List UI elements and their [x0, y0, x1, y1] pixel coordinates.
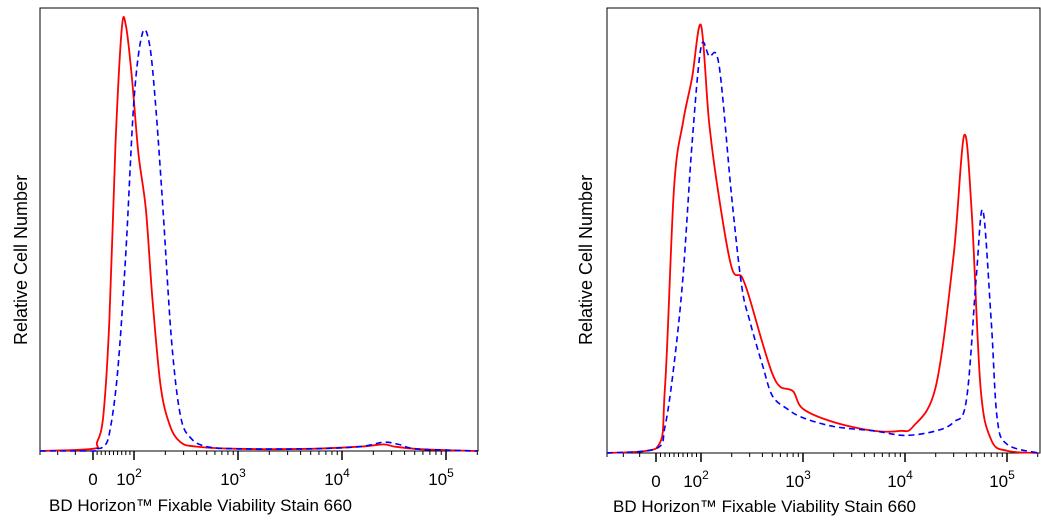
x-tick-label: 102 [116, 466, 142, 489]
x-axis-label: BD Horizon™ Fixable Viability Stain 660 [49, 496, 352, 515]
x-tick-label: 103 [220, 466, 246, 489]
chart-panel-left: 0 102 103 104 105 Relative Cell Number BD Ho… [0, 0, 520, 523]
x-tick-label: 0 [88, 470, 97, 489]
series-line-solid-red [39, 16, 478, 452]
x-tick-label: 104 [887, 468, 913, 491]
x-minor-ticks [606, 453, 1039, 457]
histogram-left: 0 102 103 104 105 [39, 7, 479, 489]
plot-frame [606, 7, 1041, 454]
x-tick-label: 105 [428, 466, 454, 489]
x-minor-ticks [39, 451, 478, 455]
x-tick-label: 105 [989, 468, 1015, 491]
y-axis-label: Relative Cell Number [576, 174, 596, 345]
series-line-dashed-blue [39, 28, 478, 452]
chart-panel-right: 0 102 103 104 105 Relative Cell Number BD Ho… [565, 0, 1041, 523]
x-tick-label: 104 [324, 466, 350, 489]
x-tick-label: 0 [651, 472, 660, 491]
x-axis-label: BD Horizon™ Fixable Viability Stain 660 [613, 497, 916, 516]
y-axis-label: Relative Cell Number [11, 174, 31, 345]
x-tick-label: 103 [785, 468, 811, 491]
histogram-right: 0 102 103 104 105 [606, 7, 1041, 491]
plot-frame [39, 7, 479, 452]
series-line-solid-red [606, 23, 1038, 454]
x-tick-label: 102 [683, 468, 709, 491]
series-line-dashed-blue [606, 41, 1038, 454]
